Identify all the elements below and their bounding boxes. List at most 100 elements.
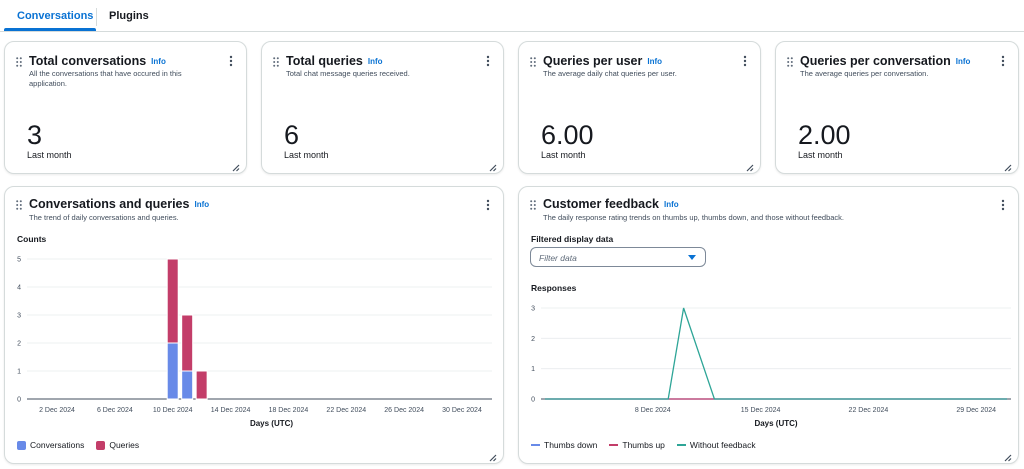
legend-swatch [96, 440, 106, 450]
legend-label: Queries [109, 440, 140, 450]
bar-conversations [181, 370, 194, 400]
tab-plugins[interactable]: Plugins [109, 10, 149, 22]
legend-item-thumbs-down[interactable]: Thumbs down [531, 440, 597, 450]
legend-item-without-feedback[interactable]: Without feedback [676, 440, 756, 450]
x-axis-title: Days (UTC) [754, 419, 797, 428]
conversations-queries-card: Conversations and queries Info The trend … [4, 186, 504, 464]
kebab-menu-icon[interactable] [484, 54, 492, 67]
x-tick-label: 2 Dec 2024 [39, 407, 75, 414]
card-title: Total queries Info [286, 54, 383, 68]
info-link[interactable]: Info [151, 57, 166, 66]
resize-handle-icon[interactable] [1004, 159, 1012, 172]
customer-feedback-card: Customer feedback Info The daily response… [518, 186, 1019, 464]
drag-handle-icon[interactable] [273, 57, 279, 67]
card-title: Total conversations Info [29, 54, 166, 68]
line-without-feedback [545, 307, 1007, 400]
x-tick-label: 10 Dec 2024 [153, 407, 193, 414]
y-tick-label: 2 [531, 336, 535, 343]
kebab-menu-icon[interactable] [999, 54, 1007, 67]
y-tick-label: 1 [17, 369, 21, 376]
x-axis-title: Days (UTC) [250, 419, 293, 428]
card-title: Conversations and queries Info [29, 197, 209, 211]
tab-conversations[interactable]: Conversations [17, 10, 94, 22]
legend-label: Conversations [30, 440, 85, 450]
legend-label: Without feedback [689, 440, 756, 450]
card-title-text: Conversations and queries [29, 197, 190, 211]
metric-period: Last month [27, 150, 72, 160]
card-description: The average daily chat queries per user. [543, 69, 677, 78]
metric-card-queries-per-user: Queries per user Info The average daily c… [518, 41, 761, 174]
y-tick-label: 3 [531, 306, 535, 313]
chart-legend: Thumbs down Thumbs up Without feedback [531, 440, 768, 450]
metric-value: 3 [27, 120, 43, 150]
x-tick-label: 14 Dec 2024 [211, 407, 251, 414]
card-title-text: Customer feedback [543, 197, 660, 211]
info-link[interactable]: Info [647, 57, 663, 66]
metric-value: 2.00 [798, 120, 851, 150]
kebab-menu-icon[interactable] [484, 198, 492, 211]
x-tick-label: 22 Dec 2024 [326, 407, 366, 414]
info-link[interactable]: Info [194, 200, 210, 209]
drag-handle-icon[interactable] [16, 57, 22, 67]
kebab-menu-icon[interactable] [741, 54, 749, 67]
y-tick-label: 0 [531, 397, 535, 404]
bar-conversations [166, 342, 179, 400]
bar-queries [195, 370, 208, 400]
y-tick-label: 0 [17, 397, 21, 404]
filter-placeholder: Filter data [539, 253, 577, 263]
resize-handle-icon[interactable] [1004, 449, 1012, 462]
info-link[interactable]: Info [367, 57, 383, 66]
tab-divider [96, 8, 97, 26]
info-link[interactable]: Info [664, 200, 679, 209]
kebab-menu-icon[interactable] [227, 54, 235, 67]
card-title: Queries per user Info [543, 54, 662, 68]
kebab-menu-icon[interactable] [999, 198, 1007, 211]
card-description: All the conversations that have occured … [29, 69, 182, 88]
drag-handle-icon[interactable] [530, 200, 536, 210]
metric-card-total-queries: Total queries Info Total chat message que… [261, 41, 504, 174]
card-title-text: Queries per conversation [800, 54, 951, 68]
legend-item-thumbs-up[interactable]: Thumbs up [609, 440, 665, 450]
legend-swatch [17, 440, 26, 450]
metric-period: Last month [798, 150, 843, 160]
x-tick-label: 18 Dec 2024 [269, 407, 309, 414]
y-tick-label: 5 [17, 257, 21, 264]
x-tick-label: 8 Dec 2024 [635, 407, 671, 414]
resize-handle-icon[interactable] [489, 449, 497, 462]
bar-queries [166, 258, 179, 344]
filter-label: Filtered display data [531, 234, 614, 244]
customer-feedback-chart: 0 1 2 3 8 Dec 2024 15 Dec 2024 22 Dec 2024 29 D… [531, 306, 1011, 428]
x-tick-label: 15 Dec 2024 [741, 407, 781, 414]
bar-queries [181, 314, 194, 372]
filter-data-select[interactable]: Filter data [530, 247, 706, 267]
y-tick-label: 3 [17, 313, 21, 320]
legend-item-queries[interactable]: Queries [96, 440, 139, 450]
resize-handle-icon[interactable] [232, 159, 240, 172]
x-tick-label: 6 Dec 2024 [97, 407, 133, 414]
legend-item-conversations[interactable]: Conversations [17, 440, 84, 450]
active-tab-indicator [4, 28, 96, 31]
card-title: Queries per conversation Info [800, 54, 970, 68]
y-tick-label: 4 [17, 285, 21, 292]
chart-legend: Conversations Queries [17, 440, 151, 450]
metric-value: 6.00 [541, 120, 594, 150]
card-description: The trend of daily conversations and que… [29, 213, 179, 222]
y-tick-label: 2 [17, 341, 21, 348]
info-link[interactable]: Info [955, 57, 971, 66]
metric-card-total-conversations: Total conversations Info All the conversa… [4, 41, 247, 174]
card-description: The average queries per conversation. [800, 69, 929, 78]
y-axis-title: Responses [531, 283, 577, 293]
card-description: The daily response rating trends on thum… [543, 213, 845, 222]
legend-swatch [531, 444, 540, 446]
legend-swatch [609, 444, 619, 446]
drag-handle-icon[interactable] [16, 200, 22, 210]
metric-period: Last month [284, 150, 329, 160]
drag-handle-icon[interactable] [530, 57, 536, 67]
legend-label: Thumbs down [544, 440, 598, 450]
drag-handle-icon[interactable] [787, 57, 793, 67]
resize-handle-icon[interactable] [746, 159, 754, 172]
legend-label: Thumbs up [622, 440, 665, 450]
card-title-text: Queries per user [543, 54, 643, 68]
tab-bar: Conversations Plugins [0, 0, 1024, 32]
resize-handle-icon[interactable] [489, 159, 497, 172]
